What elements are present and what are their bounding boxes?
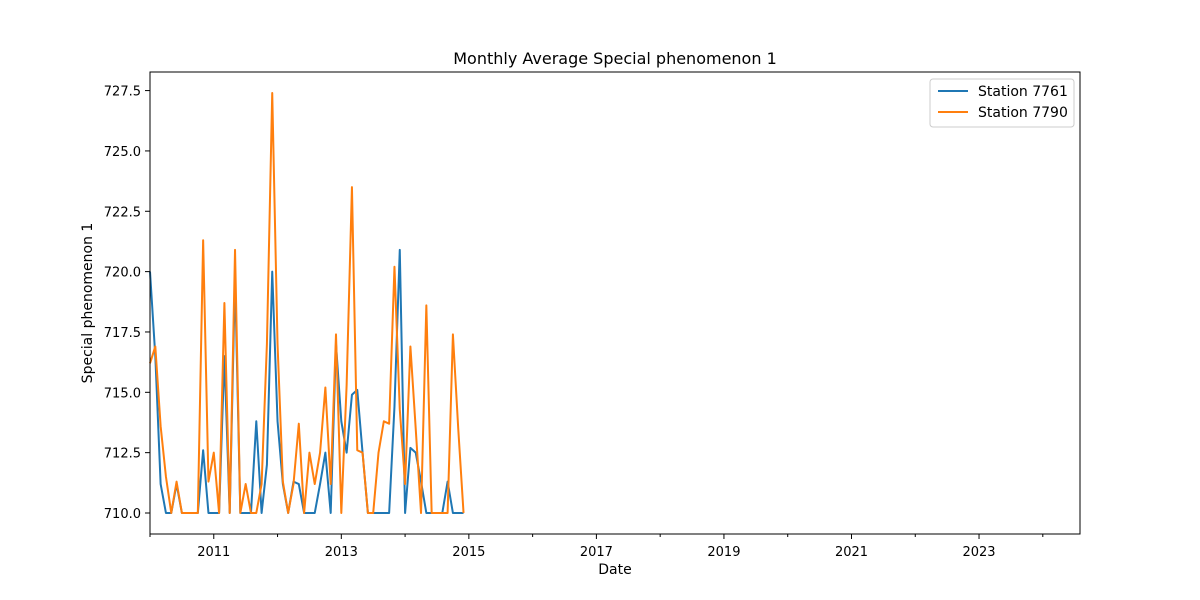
- y-tick-label: 727.5: [104, 85, 141, 100]
- x-tick-label: 2023: [962, 545, 995, 560]
- y-tick-label: 717.5: [104, 326, 141, 341]
- x-tick-label: 2017: [580, 545, 613, 560]
- plot-area: [150, 72, 1080, 534]
- chart-title: Monthly Average Special phenomenon 1: [453, 49, 777, 68]
- x-tick-label: 2015: [452, 545, 485, 560]
- y-tick-label: 720.0: [104, 266, 141, 281]
- x-tick-label: 2013: [325, 545, 358, 560]
- series-group: [149, 92, 465, 514]
- x-tick-label: 2019: [707, 545, 740, 560]
- x-tick-label: 2021: [835, 545, 868, 560]
- y-tick-label: 712.5: [104, 447, 141, 462]
- series-line-station-7790: [149, 92, 465, 514]
- y-tick-label: 725.0: [104, 145, 141, 160]
- y-tick-label: 715.0: [104, 386, 141, 401]
- y-axis: 710.0 712.5 715.0 717.5 720.0 722.5 725.0 727.5: [104, 85, 150, 522]
- x-axis: 2011 2013 2015 2017 2019 2021 2023: [149, 534, 1044, 560]
- legend-label-station-7761: Station 7761: [978, 84, 1068, 100]
- series-line-station-7761: [149, 248, 464, 514]
- x-axis-label: Date: [598, 562, 631, 578]
- legend: Station 7761 Station 7790: [929, 78, 1075, 128]
- y-tick-label: 710.0: [104, 507, 141, 522]
- y-axis-label: Special phenomenon 1: [80, 223, 96, 384]
- plot-frame: [149, 71, 1081, 535]
- legend-label-station-7790: Station 7790: [978, 105, 1068, 121]
- x-tick-label: 2011: [197, 545, 230, 560]
- y-tick-label: 722.5: [104, 205, 141, 220]
